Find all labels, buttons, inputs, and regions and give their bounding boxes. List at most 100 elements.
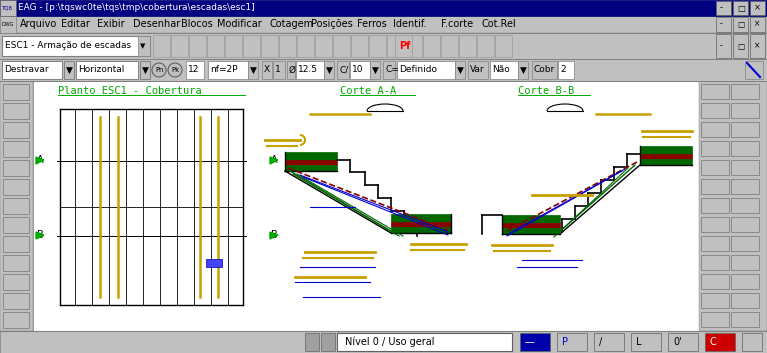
Bar — [207, 35, 224, 57]
Bar — [701, 293, 729, 308]
Bar — [459, 35, 476, 57]
Bar — [532, 61, 557, 79]
Bar — [395, 35, 412, 57]
Text: -: - — [720, 4, 723, 12]
Text: Ø: Ø — [289, 66, 296, 74]
Text: C: C — [710, 337, 716, 347]
Bar — [3, 198, 29, 214]
Bar — [3, 141, 29, 157]
Bar — [477, 35, 494, 57]
Bar — [731, 274, 759, 289]
Text: ▼: ▼ — [66, 66, 73, 74]
Bar — [716, 17, 731, 32]
Bar — [243, 35, 260, 57]
Text: EAG - [p:\tqswc0te\tqs\tmp\cobertura\escadas\esc1]: EAG - [p:\tqswc0te\tqs\tmp\cobertura\esc… — [18, 4, 255, 12]
Text: B: B — [37, 230, 44, 240]
Bar — [0, 33, 767, 59]
Bar — [520, 333, 550, 351]
Bar — [701, 122, 729, 137]
Bar — [0, 16, 767, 33]
Text: Definido: Definido — [399, 66, 437, 74]
Text: A: A — [37, 155, 44, 165]
Bar — [333, 35, 350, 57]
Bar — [701, 236, 729, 251]
Bar — [153, 35, 170, 57]
Text: B: B — [271, 230, 278, 240]
Text: 10: 10 — [352, 66, 364, 74]
Bar — [701, 179, 729, 194]
Bar — [558, 61, 574, 79]
Bar — [502, 228, 560, 234]
Bar — [262, 61, 272, 79]
Text: Pn: Pn — [155, 67, 163, 73]
Text: Cotagem: Cotagem — [269, 19, 313, 29]
Bar — [351, 35, 368, 57]
Text: ▼: ▼ — [326, 66, 333, 74]
Text: Editar: Editar — [61, 19, 91, 29]
Text: —: — — [525, 337, 535, 347]
Bar — [455, 61, 465, 79]
Text: Planto ESC1 - Cobertura: Planto ESC1 - Cobertura — [58, 86, 202, 96]
Bar — [138, 36, 150, 56]
Bar — [701, 198, 729, 213]
Text: A: A — [271, 155, 278, 165]
Bar — [397, 61, 455, 79]
Text: 2: 2 — [560, 66, 565, 74]
Bar — [33, 81, 699, 331]
Bar — [731, 122, 759, 137]
Bar — [0, 81, 33, 331]
Bar — [337, 333, 512, 351]
Bar — [518, 61, 528, 79]
Text: -: - — [720, 42, 723, 50]
Bar — [285, 152, 337, 160]
Text: ESC1 - Armação de escadas: ESC1 - Armação de escadas — [5, 42, 131, 50]
Bar — [391, 222, 451, 227]
Bar — [64, 61, 74, 79]
Bar — [495, 35, 512, 57]
Bar — [750, 17, 765, 32]
Bar — [3, 274, 29, 290]
Bar — [248, 61, 258, 79]
Text: TQ8: TQ8 — [1, 6, 12, 11]
Bar — [0, 331, 767, 353]
Text: Destravar: Destravar — [4, 66, 48, 74]
Bar — [3, 293, 29, 309]
Bar — [208, 61, 248, 79]
Text: Corte A-A: Corte A-A — [340, 86, 397, 96]
Polygon shape — [36, 232, 44, 239]
Bar — [225, 35, 242, 57]
Bar — [273, 61, 285, 79]
Bar — [189, 35, 206, 57]
Bar — [140, 61, 150, 79]
Bar — [640, 146, 692, 154]
Bar — [502, 215, 560, 223]
Bar — [701, 312, 729, 327]
Bar — [315, 35, 332, 57]
Text: Blocos: Blocos — [180, 19, 212, 29]
Bar — [337, 61, 349, 79]
Bar — [383, 61, 395, 79]
Bar — [705, 333, 735, 351]
Bar — [731, 312, 759, 327]
Text: Horizontal: Horizontal — [78, 66, 124, 74]
Bar — [3, 255, 29, 271]
Text: /: / — [599, 337, 602, 347]
Bar — [701, 160, 729, 175]
Bar — [699, 81, 767, 331]
Bar — [405, 35, 422, 57]
Bar — [3, 179, 29, 195]
Bar — [369, 35, 386, 57]
Circle shape — [152, 63, 166, 77]
Bar — [490, 61, 518, 79]
Text: F.corte: F.corte — [440, 19, 472, 29]
Bar — [305, 333, 319, 351]
Text: ×: × — [754, 19, 760, 29]
Bar — [171, 35, 188, 57]
Bar — [0, 16, 16, 33]
Text: ×: × — [754, 42, 760, 50]
Bar — [2, 36, 150, 56]
Text: ▼: ▼ — [457, 66, 464, 74]
Text: Exibir: Exibir — [97, 19, 125, 29]
Bar — [3, 103, 29, 119]
Text: Ferros: Ferros — [357, 19, 387, 29]
